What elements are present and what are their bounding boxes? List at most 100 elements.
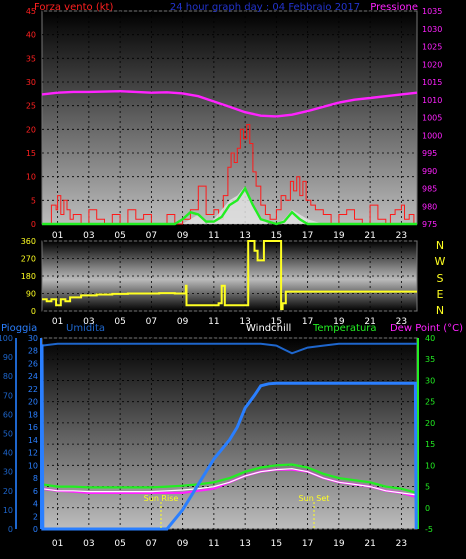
pressure-y-tick: 1035 [422, 7, 442, 16]
rain-y-tick: 8 [33, 474, 38, 483]
x-tick-label: 07 [146, 231, 157, 241]
x-tick-label: 07 [146, 317, 157, 327]
pressure-y-tick: 995 [422, 149, 437, 158]
pressure-y-tick: 980 [422, 202, 437, 211]
direction-y-tick: 180 [21, 272, 36, 281]
x-tick-label: 19 [333, 231, 345, 241]
pressure-y-tick: 1025 [422, 43, 442, 52]
x-tick-label: 13 [239, 231, 250, 241]
temperature-y-tick: 10 [425, 461, 435, 470]
wind-average-line-series [42, 186, 417, 226]
windchill-line-series [41, 468, 418, 496]
pressure-y-tick: 1015 [422, 78, 442, 87]
humidity-y-tick: 20 [3, 487, 13, 496]
rain-y-tick: 28 [28, 347, 38, 356]
x-tick-label: 11 [208, 231, 219, 241]
graph-title: 24 hour graph day : 04 Febbraio 2017 [170, 2, 360, 13]
pressure-axis-title: Pressione [370, 2, 418, 13]
wind-y-tick: 5 [31, 196, 36, 205]
rain-y-tick: 20 [28, 398, 38, 407]
x-tick-label: 15 [271, 317, 282, 327]
x-tick-label: 21 [364, 317, 375, 327]
x-tick-label: 15 [271, 231, 282, 241]
temperature-y-tick: 20 [425, 419, 435, 428]
temperature-y-tick: 40 [425, 334, 435, 343]
rain-y-tick: 16 [28, 423, 38, 432]
x-tick-label: 03 [83, 231, 94, 241]
temperature-line-series [41, 463, 418, 494]
x-tick-label: 09 [177, 231, 189, 241]
temperature-y-tick: 0 [425, 504, 430, 513]
x-tick-label: 01 [52, 231, 63, 241]
windchill-legend: Windchill [246, 323, 291, 334]
pressure-y-tick: 1030 [422, 25, 442, 34]
rain-y-tick: 10 [28, 461, 38, 470]
wind-y-tick: 30 [26, 78, 36, 87]
x-tick-label: 09 [177, 539, 189, 549]
wind-axis-title: Forza vento (kt) [34, 2, 113, 13]
humidity-y-tick: 30 [3, 468, 13, 477]
panel-rain-temperature [41, 337, 418, 530]
pressure-y-tick: 990 [422, 167, 437, 176]
pressure-y-tick: 1000 [422, 131, 442, 140]
x-tick-label: 23 [396, 317, 407, 327]
x-tick-label: 23 [396, 539, 407, 549]
humidity-y-tick: 10 [3, 506, 13, 515]
wind-speed-line-series [42, 124, 417, 225]
x-tick-label: 19 [333, 317, 345, 327]
humidity-y-tick: 100 [0, 334, 13, 343]
x-tick-label: 01 [52, 317, 63, 327]
x-tick-label: 17 [302, 231, 313, 241]
pressure-y-tick: 1020 [422, 60, 442, 69]
wind-y-tick: 10 [26, 173, 36, 182]
x-tick-label: 15 [271, 539, 282, 549]
x-tick-label: 03 [83, 539, 94, 549]
direction-y-tick: 90 [26, 290, 36, 299]
wind-y-tick: 45 [26, 7, 36, 16]
rain-y-tick: 6 [33, 487, 38, 496]
compass-s: S [437, 272, 444, 285]
humidity-y-tick: 50 [3, 430, 13, 439]
pressure-line-series [41, 89, 418, 118]
wind-y-tick: 0 [31, 220, 36, 229]
x-tick-label: 05 [114, 231, 125, 241]
x-tick-label: 05 [114, 539, 125, 549]
pressure-y-tick: 1005 [422, 114, 442, 123]
compass-n-top: N [436, 239, 444, 252]
panel-wind-pressure [41, 10, 418, 225]
wind-y-tick: 20 [26, 125, 36, 134]
temperature-y-tick: -5 [425, 525, 433, 534]
direction-y-tick: 270 [21, 255, 36, 264]
humidity-y-tick: 60 [3, 410, 13, 419]
x-tick-label: 03 [83, 317, 94, 327]
dewpoint-legend: Dew Point (°C) [390, 323, 463, 334]
x-tick-label: 09 [177, 317, 189, 327]
humidity-y-tick: 90 [3, 353, 13, 362]
direction-y-tick: 360 [21, 237, 36, 246]
x-tick-label: 11 [208, 317, 219, 327]
rain-y-tick: 0 [33, 525, 38, 534]
pressure-y-tick: 975 [422, 220, 437, 229]
x-tick-label: 13 [239, 539, 250, 549]
temperature-y-tick: 25 [425, 398, 435, 407]
rain-axis-title: Pioggia [1, 323, 37, 334]
x-tick-label: 21 [364, 539, 375, 549]
pressure-y-tick: 1010 [422, 96, 442, 105]
x-tick-label: 07 [146, 539, 157, 549]
sunset-label: Sun Set [299, 494, 330, 503]
rain-y-tick: 14 [28, 436, 38, 445]
humidity-y-tick: 0 [8, 525, 13, 534]
x-tick-label: 17 [302, 317, 313, 327]
humidity-line-series [41, 342, 417, 355]
panel-wind-direction [41, 240, 418, 312]
rain-y-tick: 30 [28, 334, 38, 343]
x-tick-label: 13 [239, 317, 250, 327]
pressure-y-tick: 985 [422, 185, 437, 194]
rain-y-tick: 22 [28, 385, 38, 394]
temperature-legend: Temperatura [312, 323, 377, 334]
compass-e: E [437, 288, 444, 301]
x-tick-label: 05 [114, 317, 125, 327]
x-tick-label: 01 [52, 539, 63, 549]
rain-y-tick: 2 [33, 512, 38, 521]
